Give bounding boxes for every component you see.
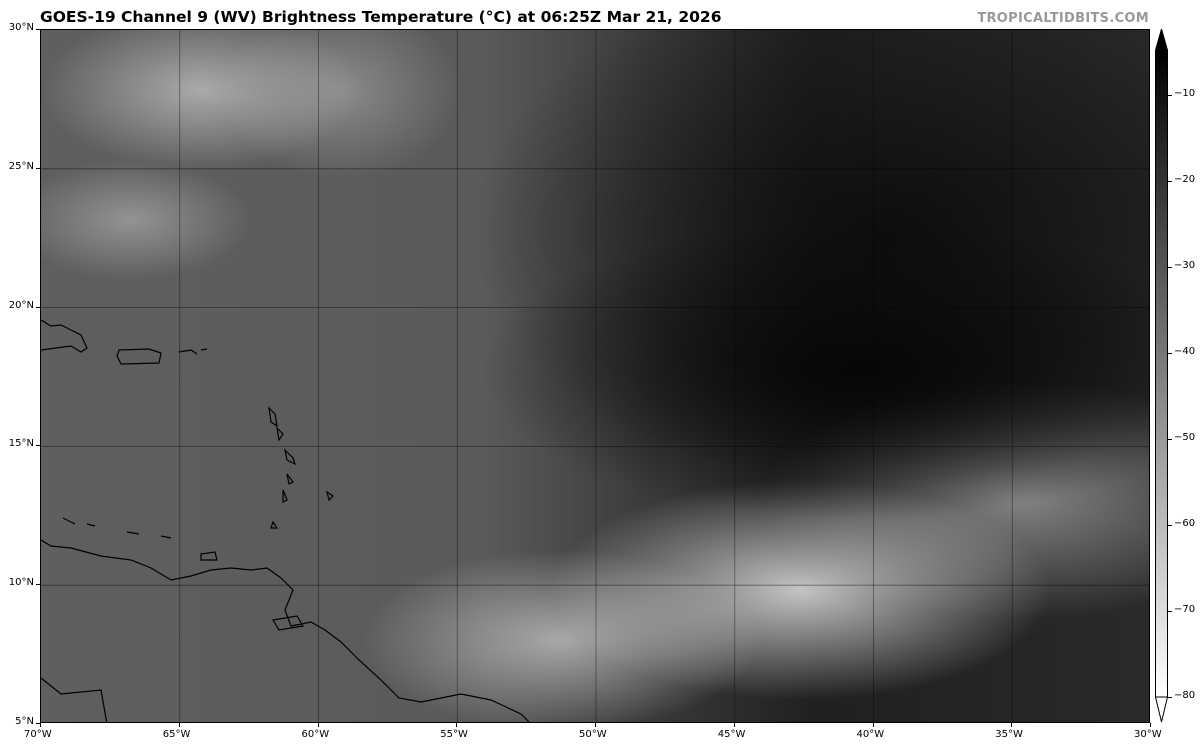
colorbar-tick-label: −30	[1174, 260, 1196, 271]
lon-tick-label: 70°W	[24, 729, 52, 740]
lon-tick-label: 35°W	[995, 729, 1023, 740]
tick-mark	[595, 723, 596, 727]
colorbar-tick-mark	[1168, 697, 1172, 698]
lat-tick-label: 5°N	[15, 716, 34, 727]
coastlines	[41, 319, 530, 722]
lon-tick-label: 65°W	[162, 729, 191, 740]
tick-mark	[36, 306, 40, 308]
colorbar-tick-mark	[1168, 181, 1172, 182]
tick-mark	[40, 723, 41, 727]
satellite-map[interactable]	[40, 29, 1150, 723]
tick-mark	[36, 167, 40, 169]
tick-mark	[36, 29, 40, 30]
colorbar-tick-label: −50	[1174, 432, 1196, 443]
colorbar-tick-label: −60	[1174, 518, 1196, 529]
coastline-aruba-curacao	[62, 517, 172, 539]
lat-tick-label: 30°N	[8, 22, 34, 33]
colorbar-tick-mark	[1168, 439, 1172, 440]
tick-mark	[178, 723, 180, 727]
colorbar	[1155, 29, 1168, 723]
tick-mark	[36, 445, 40, 447]
lon-tick-label: 50°W	[579, 729, 607, 740]
lat-tick-label: 20°N	[8, 299, 34, 311]
colorbar-tick-mark	[1168, 267, 1172, 268]
coastline-hispaniola	[41, 319, 88, 353]
coastline-lesser-antilles	[268, 406, 297, 529]
tick-mark	[1150, 723, 1151, 727]
colorbar-tick-mark	[1168, 95, 1172, 96]
coastline-barbados	[326, 490, 334, 502]
lon-tick-label: 60°W	[301, 729, 330, 740]
colorbar-tick-label: −80	[1174, 690, 1196, 701]
lon-tick-label: 40°W	[856, 729, 885, 740]
tick-mark	[456, 723, 458, 727]
lat-tick-label: 15°N	[8, 438, 34, 450]
tick-mark	[872, 723, 874, 727]
colorbar-tick-label: −40	[1174, 346, 1196, 357]
tick-mark	[36, 584, 40, 586]
colorbar-tick-mark	[1168, 611, 1172, 612]
lat-tick-label: 10°N	[8, 577, 34, 589]
lon-tick-label: 30°W	[1134, 729, 1162, 740]
colorbar-tick-label: −20	[1174, 174, 1196, 185]
map-overlay	[41, 30, 1149, 722]
lon-tick-label: 45°W	[717, 729, 746, 740]
colorbar-extend-top	[1155, 29, 1168, 53]
coastline-south-america	[41, 539, 530, 722]
gridlines	[41, 30, 1149, 722]
tick-mark	[733, 723, 735, 727]
coastline-margarita	[200, 551, 218, 561]
colorbar-extend-bottom	[1155, 696, 1168, 723]
colorbar-tick-mark	[1168, 525, 1172, 526]
colorbar-body	[1155, 51, 1168, 698]
colorbar-tick-label: −10	[1174, 88, 1196, 99]
brand-watermark: TROPICALTIDBITS.COM	[977, 11, 1149, 26]
map-title: GOES-19 Channel 9 (WV) Brightness Temper…	[40, 8, 722, 26]
colorbar-tick-label: −70	[1174, 604, 1196, 615]
colorbar-tick-mark	[1168, 353, 1172, 354]
coastline-virgin-islands	[178, 348, 208, 355]
lon-tick-label: 55°W	[440, 729, 468, 740]
coastline-trinidad	[272, 615, 304, 631]
coastline-puerto-rico	[116, 348, 162, 365]
tick-mark	[36, 723, 40, 724]
tick-mark	[1011, 723, 1013, 727]
lat-tick-label: 25°N	[8, 160, 34, 172]
tick-mark	[317, 723, 319, 727]
